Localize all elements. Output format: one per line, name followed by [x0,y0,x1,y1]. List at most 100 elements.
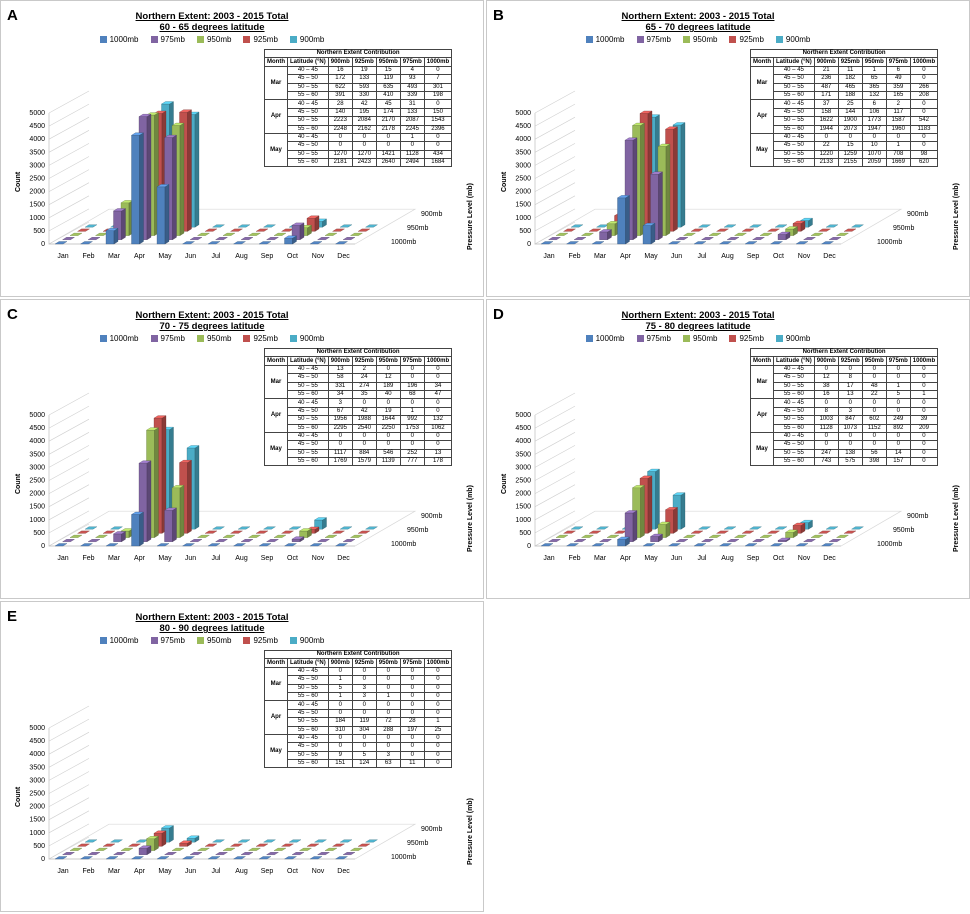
legend-label: 1000mb [595,334,625,343]
table-cell: 465 [837,82,863,92]
table-header-cell: 975mb [399,57,425,67]
table-cell: 151 [327,759,353,769]
table-cell: 635 [375,82,401,92]
table-header-row: Month Latitude (°N) 900mb 925mb 950mb 975mb 10… [750,356,939,366]
chart-legend: 1000mb 975mb 950mb 925mb 900mb [487,35,909,44]
x-tick-label: Jul [698,253,707,260]
table-caption: Northern Extent Contribution [749,48,939,59]
table-cell: 65 [861,74,887,84]
bar-900mb-Jul [723,224,737,228]
table-cell: 0 [885,431,911,442]
legend-label: 950mb [206,35,232,44]
gridline [48,705,90,729]
legend-item: 950mb [682,334,717,343]
x-tick-label: Feb [82,253,94,260]
bar-1000mb-Jan [54,856,68,860]
bar-top [163,134,178,138]
bar-top [130,511,145,515]
table-row: Apr 40 – 45 3 0 0 0 0 [264,398,453,433]
bar-975mb-Mar [112,852,127,855]
bar-side [187,459,192,534]
gridline [48,130,90,153]
bar-975mb-Aug [240,852,254,855]
bar-top [657,521,671,525]
x-tick-label: Jan [57,868,68,875]
table-cell: 15 [837,141,863,151]
table-cell: 45 – 50 [287,373,329,383]
bar-top [178,109,193,113]
table-cell: 55 – 60 [287,725,329,735]
y-tick-label: 2000 [515,189,531,196]
bar-900mb-Jan [84,839,98,843]
table-month-cell: Apr [750,398,774,433]
gridline [48,169,90,192]
z-axis-label: Pressure Level (mb) [953,183,960,250]
x-tick-label: Feb [568,253,580,260]
legend-item: 1000mb [99,636,139,645]
bar-900mb-Jun [211,224,226,228]
table-row: May 40 – 45 0 0 0 0 0 [264,431,453,467]
chart-subtitle: 60 - 65 degrees latitude [159,22,265,33]
bar-900mb-Feb [595,224,610,228]
bar-side [640,122,645,236]
table-cell: 68 [399,389,425,400]
gridline [48,445,90,468]
table-cell: 98 [909,149,939,160]
table-cell: 150 [423,107,453,118]
table-cell: 0 [861,373,887,383]
bar-975mb-May [649,533,664,543]
table-cell: 391 [327,90,353,101]
contribution-table: Northern Extent Contribution Month Latitud… [749,347,939,467]
table-cell: 1 [399,406,425,417]
legend-item: 900mb [289,334,324,343]
table-cell: 172 [327,74,353,84]
table-header-cell: 925mb [837,57,863,67]
table-cell: 13 [423,448,453,459]
bar-950mb-Aug [733,534,748,538]
bar-front [617,197,626,245]
gridline [534,103,576,127]
chart-floor [533,208,903,245]
table-header-cell: 975mb [399,356,425,366]
legend-label: 900mb [785,35,811,44]
table-cell: 1543 [423,116,453,126]
table-header-cell: Month [264,356,288,366]
table-header-cell: Month [750,356,774,366]
table-cell: 0 [399,666,425,677]
gridline [48,208,90,232]
table-cell: 1956 [327,415,353,425]
bar-top [642,223,656,226]
bar-925mb-Jun [204,843,218,847]
bar-975mb-Nov [316,852,331,855]
depth-label: 950mb [893,225,915,232]
bar-950mb-Jan [555,232,569,236]
bar-925mb-Dec [843,228,857,232]
x-tick-label: Oct [773,253,784,260]
table-cell: 493 [399,82,425,92]
gridline [48,510,90,534]
table-cell: 2059 [861,158,887,168]
table-cell: 0 [351,141,377,151]
x-tick-label: Jan [57,555,68,562]
bar-925mb-Sep [280,843,295,847]
bar-1000mb-Nov [309,241,323,245]
table-cell: 209 [909,423,939,433]
bar-1000mb-Jul [693,543,707,547]
x-tick-label: Aug [721,555,734,562]
table-cell: 45 – 50 [287,708,329,719]
bar-1000mb-Nov [795,241,809,245]
table-cell: 195 [351,107,377,118]
table-cell: 0 [399,364,425,375]
bar-top [649,533,664,537]
bar-975mb-Jul [214,539,229,542]
table-cell: 0 [327,733,353,744]
table-cell: 12 [375,373,401,383]
table-row: 50 – 55 1270 1270 1421 1128 434 [265,149,453,160]
table-cell: 16 [327,65,353,76]
bar-side [650,222,656,245]
table-month-cell: May [750,431,774,467]
table-cell: 40 – 45 [773,431,815,442]
x-tick-label: Mar [108,555,121,562]
table-header-cell: Latitude (°N) [287,658,329,668]
table-cell: 22 [861,389,887,400]
